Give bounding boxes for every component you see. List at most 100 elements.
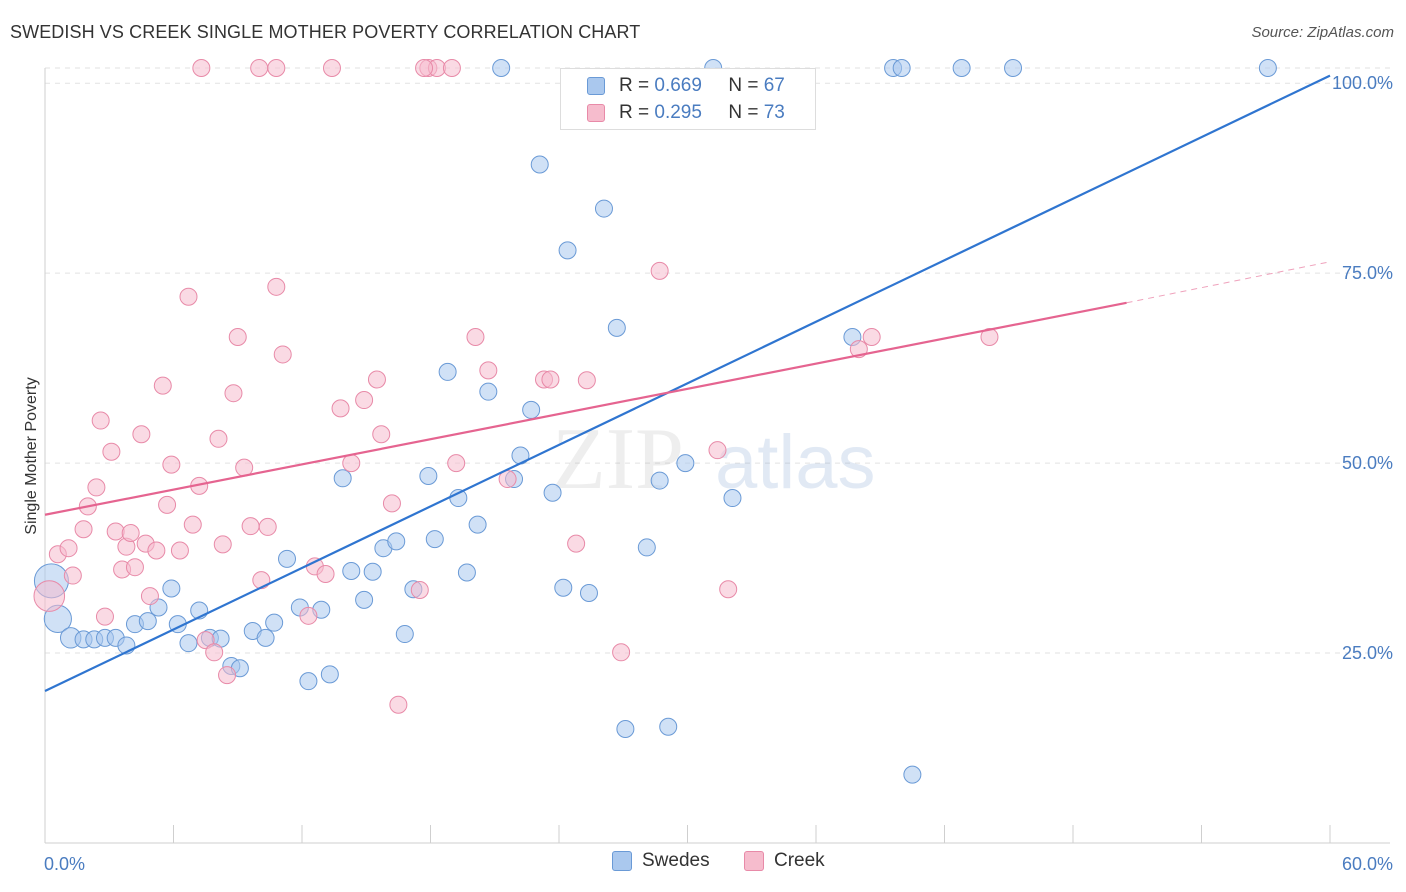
creek-point bbox=[87, 478, 106, 497]
swedes-point bbox=[558, 241, 577, 260]
legend-stats: R = 0.669 N = 67 R = 0.295 N = 73 bbox=[560, 68, 816, 130]
r-value: 0.669 bbox=[654, 75, 702, 96]
creek-point bbox=[179, 287, 198, 306]
creek-point bbox=[577, 371, 596, 390]
swedes-point bbox=[162, 579, 181, 598]
creek-point bbox=[273, 345, 292, 364]
swedes-point bbox=[594, 199, 613, 218]
y-tick-label: 25.0% bbox=[1342, 643, 1393, 663]
swedes-point bbox=[522, 400, 541, 419]
creek-point bbox=[228, 327, 247, 346]
creek-point bbox=[250, 59, 269, 77]
swedes-point bbox=[723, 489, 742, 508]
creek-point bbox=[162, 455, 181, 474]
swedes-point bbox=[659, 717, 678, 736]
creek-point bbox=[389, 695, 408, 714]
creek-point bbox=[95, 607, 114, 626]
swedes-point bbox=[425, 530, 444, 549]
creek-point bbox=[224, 384, 243, 403]
swedes-trend-line bbox=[44, 74, 1331, 693]
creek-point bbox=[140, 587, 159, 606]
watermark-atlas: atlas bbox=[715, 420, 876, 505]
creek-point bbox=[442, 59, 461, 77]
creek-point bbox=[466, 327, 485, 346]
swedes-point bbox=[256, 628, 275, 647]
swedes-point bbox=[530, 155, 549, 174]
creek-point bbox=[121, 524, 140, 542]
creek-point bbox=[132, 425, 151, 444]
legend-series: Swedes Creek bbox=[0, 850, 1406, 880]
swedes-point bbox=[342, 561, 361, 580]
swedes-point bbox=[903, 765, 922, 784]
swedes-point bbox=[363, 562, 382, 581]
r-value: 0.295 bbox=[654, 102, 702, 123]
creek-point bbox=[153, 376, 172, 395]
swedes-point bbox=[637, 538, 656, 557]
creek-point bbox=[447, 454, 466, 473]
creek-point bbox=[316, 565, 335, 584]
r-label: R = bbox=[619, 102, 655, 123]
n-value: 73 bbox=[763, 102, 785, 123]
swedes-legend-swatch bbox=[612, 851, 632, 871]
creek-point bbox=[74, 520, 93, 539]
swedes-point bbox=[492, 59, 511, 77]
swedes-point bbox=[676, 454, 695, 473]
swedes-point bbox=[438, 362, 457, 381]
creek-point bbox=[125, 558, 144, 577]
creek-point bbox=[252, 571, 271, 590]
swedes-point bbox=[179, 634, 198, 653]
n-value: 67 bbox=[763, 75, 785, 96]
y-tick-label: 100.0% bbox=[1332, 73, 1393, 93]
swedes-point bbox=[320, 665, 339, 684]
creek-point bbox=[196, 631, 215, 650]
swedes-point bbox=[892, 59, 911, 77]
swedes-point bbox=[419, 467, 438, 486]
creek-point bbox=[170, 541, 189, 560]
creek-point bbox=[63, 566, 82, 585]
creek-trend-line bbox=[44, 301, 1127, 516]
creek-point bbox=[415, 59, 434, 77]
creek-legend-swatch bbox=[744, 851, 764, 871]
creek-point bbox=[209, 429, 228, 448]
n-label: N = bbox=[728, 75, 764, 96]
creek-point bbox=[541, 370, 560, 389]
legend-label-swedes: Swedes bbox=[642, 850, 710, 871]
swedes-point bbox=[554, 578, 573, 597]
creek-point bbox=[213, 535, 232, 554]
creek-point bbox=[355, 391, 374, 410]
swedes-point bbox=[479, 382, 498, 401]
creek-swatch bbox=[587, 104, 605, 122]
y-tick-label: 75.0% bbox=[1342, 263, 1393, 283]
swedes-point bbox=[468, 515, 487, 534]
creek-point bbox=[382, 494, 401, 513]
chart-title: SWEDISH VS CREEK SINGLE MOTHER POVERTY C… bbox=[10, 22, 641, 42]
x-tick-label-min: 0.0% bbox=[44, 854, 85, 874]
legend-item-creek: Creek bbox=[744, 850, 825, 872]
creek-point bbox=[479, 361, 498, 380]
swedes-point bbox=[138, 612, 157, 631]
swedes-point bbox=[355, 590, 374, 609]
creek-point bbox=[862, 327, 881, 346]
creek-point bbox=[192, 59, 211, 77]
x-tick-label-max: 60.0% bbox=[1342, 854, 1393, 874]
creek-point bbox=[708, 441, 727, 460]
swedes-point bbox=[265, 613, 284, 632]
source-label: Source: ZipAtlas.com bbox=[1251, 24, 1394, 41]
swedes-point bbox=[1258, 59, 1277, 77]
creek-point bbox=[102, 442, 121, 461]
creek-point bbox=[91, 411, 110, 430]
creek-point bbox=[218, 666, 237, 685]
swedes-point bbox=[395, 625, 414, 644]
creek-point bbox=[147, 541, 166, 560]
watermark-zip: ZIP bbox=[552, 411, 684, 508]
y-axis-label: Single Mother Poverty bbox=[23, 377, 40, 534]
legend-item-swedes: Swedes bbox=[612, 850, 710, 872]
swedes-point bbox=[457, 563, 476, 582]
creek-point bbox=[331, 399, 350, 418]
creek-point bbox=[258, 517, 277, 536]
creek-point bbox=[33, 580, 66, 612]
creek-point bbox=[367, 370, 386, 389]
creek-point bbox=[59, 539, 78, 558]
swedes-point bbox=[543, 483, 562, 502]
